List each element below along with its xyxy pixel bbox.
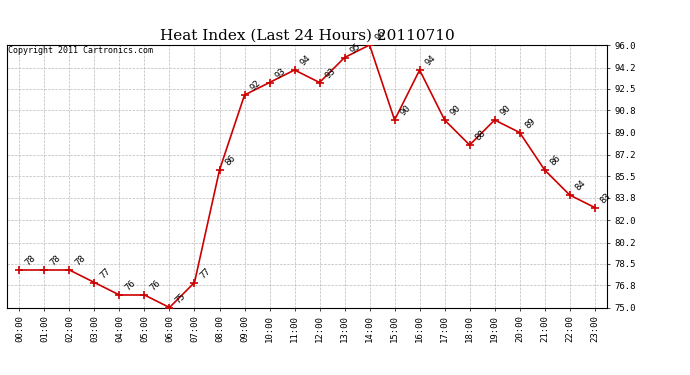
Title: Heat Index (Last 24 Hours) 20110710: Heat Index (Last 24 Hours) 20110710 <box>159 28 455 42</box>
Text: 90: 90 <box>399 104 413 118</box>
Text: 88: 88 <box>474 129 488 143</box>
Text: 77: 77 <box>99 266 112 280</box>
Text: 94: 94 <box>424 54 437 68</box>
Text: 90: 90 <box>499 104 513 118</box>
Text: 76: 76 <box>148 279 163 293</box>
Text: 96: 96 <box>374 29 388 43</box>
Text: 95: 95 <box>348 41 363 56</box>
Text: 75: 75 <box>174 291 188 305</box>
Text: 86: 86 <box>224 154 237 168</box>
Text: 90: 90 <box>448 104 463 118</box>
Text: 84: 84 <box>574 179 588 193</box>
Text: 76: 76 <box>124 279 137 293</box>
Text: 92: 92 <box>248 79 263 93</box>
Text: 89: 89 <box>524 116 538 130</box>
Text: 83: 83 <box>599 191 613 206</box>
Text: 86: 86 <box>549 154 563 168</box>
Text: 93: 93 <box>324 66 337 80</box>
Text: 93: 93 <box>274 66 288 80</box>
Text: 94: 94 <box>299 54 313 68</box>
Text: Copyright 2011 Cartronics.com: Copyright 2011 Cartronics.com <box>8 46 153 56</box>
Text: 78: 78 <box>48 254 63 268</box>
Text: 78: 78 <box>23 254 37 268</box>
Text: 78: 78 <box>74 254 88 268</box>
Text: 77: 77 <box>199 266 213 280</box>
